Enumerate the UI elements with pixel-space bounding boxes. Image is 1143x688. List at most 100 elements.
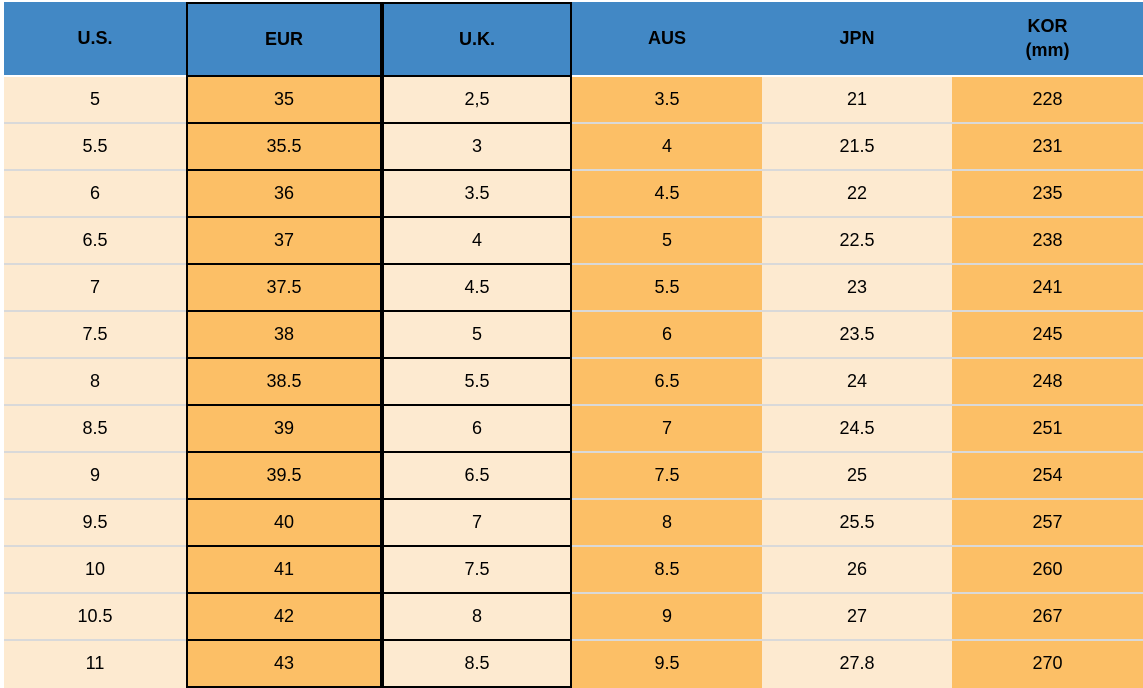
size-conversion-table: U.S. EUR U.K. AUS JPN KOR (mm) 5 35 2,5 3.5… xyxy=(4,2,1143,688)
table-cell: 40 xyxy=(186,500,382,547)
table-row: 11 43 8.5 9.5 27.8 270 xyxy=(4,641,1143,688)
table-cell: 9.5 xyxy=(572,641,762,688)
table-cell: 241 xyxy=(952,265,1143,312)
table-row: 6 36 3.5 4.5 22 235 xyxy=(4,171,1143,218)
table-cell: 235 xyxy=(952,171,1143,218)
table-cell: 7.5 xyxy=(4,312,186,359)
table-cell: 25.5 xyxy=(762,500,952,547)
table-row: 7 37.5 4.5 5.5 23 241 xyxy=(4,265,1143,312)
table-cell: 6 xyxy=(572,312,762,359)
table-header: U.S. EUR U.K. AUS JPN KOR (mm) xyxy=(4,2,1143,77)
table-cell: 7.5 xyxy=(382,547,572,594)
table-row: 10.5 42 8 9 27 267 xyxy=(4,594,1143,641)
column-header-kor-label: KOR xyxy=(1027,16,1068,37)
table-cell: 254 xyxy=(952,453,1143,500)
table-cell: 4 xyxy=(572,124,762,171)
table-cell: 37.5 xyxy=(186,265,382,312)
column-header-aus: AUS xyxy=(572,2,762,77)
table-cell: 238 xyxy=(952,218,1143,265)
table-cell: 6 xyxy=(382,406,572,453)
table-cell: 6.5 xyxy=(572,359,762,406)
table-cell: 8.5 xyxy=(4,406,186,453)
header-row: U.S. EUR U.K. AUS JPN KOR (mm) xyxy=(4,2,1143,77)
table-row: 5.5 35.5 3 4 21.5 231 xyxy=(4,124,1143,171)
table-cell: 21 xyxy=(762,77,952,124)
column-header-eur: EUR xyxy=(186,2,382,77)
table-cell: 9 xyxy=(572,594,762,641)
table-cell: 9 xyxy=(4,453,186,500)
table-cell: 5 xyxy=(382,312,572,359)
table-row: 9.5 40 7 8 25.5 257 xyxy=(4,500,1143,547)
table-cell: 4.5 xyxy=(572,171,762,218)
table-row: 6.5 37 4 5 22.5 238 xyxy=(4,218,1143,265)
table-cell: 2,5 xyxy=(382,77,572,124)
table-cell: 6 xyxy=(4,171,186,218)
table-cell: 7.5 xyxy=(572,453,762,500)
table-row: 5 35 2,5 3.5 21 228 xyxy=(4,77,1143,124)
table-cell: 42 xyxy=(186,594,382,641)
table-cell: 11 xyxy=(4,641,186,688)
table-cell: 7 xyxy=(4,265,186,312)
table-cell: 5.5 xyxy=(572,265,762,312)
table-cell: 27.8 xyxy=(762,641,952,688)
table-cell: 5 xyxy=(572,218,762,265)
column-header-jpn: JPN xyxy=(762,2,952,77)
table-cell: 22.5 xyxy=(762,218,952,265)
column-header-kor-unit: (mm) xyxy=(1025,39,1070,60)
table-cell: 8.5 xyxy=(382,641,572,688)
table-cell: 4 xyxy=(382,218,572,265)
table-cell: 23.5 xyxy=(762,312,952,359)
table-cell: 27 xyxy=(762,594,952,641)
column-header-us: U.S. xyxy=(4,2,186,77)
table-row: 9 39.5 6.5 7.5 25 254 xyxy=(4,453,1143,500)
table-cell: 9.5 xyxy=(4,500,186,547)
table-cell: 248 xyxy=(952,359,1143,406)
table-row: 8.5 39 6 7 24.5 251 xyxy=(4,406,1143,453)
table-cell: 6.5 xyxy=(4,218,186,265)
table-cell: 270 xyxy=(952,641,1143,688)
table-cell: 5.5 xyxy=(4,124,186,171)
table-body: 5 35 2,5 3.5 21 228 5.5 35.5 3 4 21.5 231 6 36 3.5 4.5 2… xyxy=(4,77,1143,688)
table-cell: 8 xyxy=(4,359,186,406)
table-cell: 5.5 xyxy=(382,359,572,406)
table-cell: 41 xyxy=(186,547,382,594)
table-cell: 3.5 xyxy=(572,77,762,124)
table-cell: 25 xyxy=(762,453,952,500)
table-cell: 21.5 xyxy=(762,124,952,171)
table-cell: 3.5 xyxy=(382,171,572,218)
table-cell: 8 xyxy=(382,594,572,641)
table-cell: 37 xyxy=(186,218,382,265)
column-header-kor: KOR (mm) xyxy=(952,2,1143,77)
table-cell: 228 xyxy=(952,77,1143,124)
column-header-uk: U.K. xyxy=(382,2,572,77)
table-cell: 39.5 xyxy=(186,453,382,500)
table-cell: 267 xyxy=(952,594,1143,641)
table-cell: 6.5 xyxy=(382,453,572,500)
table-cell: 26 xyxy=(762,547,952,594)
table-cell: 8.5 xyxy=(572,547,762,594)
table-cell: 8 xyxy=(572,500,762,547)
table-cell: 231 xyxy=(952,124,1143,171)
table-cell: 36 xyxy=(186,171,382,218)
table-cell: 4.5 xyxy=(382,265,572,312)
table-cell: 39 xyxy=(186,406,382,453)
table-cell: 10.5 xyxy=(4,594,186,641)
table-cell: 251 xyxy=(952,406,1143,453)
table-cell: 22 xyxy=(762,171,952,218)
table-cell: 245 xyxy=(952,312,1143,359)
table-cell: 10 xyxy=(4,547,186,594)
table-cell: 43 xyxy=(186,641,382,688)
table-cell: 260 xyxy=(952,547,1143,594)
table-row: 7.5 38 5 6 23.5 245 xyxy=(4,312,1143,359)
table-cell: 5 xyxy=(4,77,186,124)
table-cell: 38.5 xyxy=(186,359,382,406)
table-cell: 7 xyxy=(382,500,572,547)
table-row: 10 41 7.5 8.5 26 260 xyxy=(4,547,1143,594)
table-cell: 3 xyxy=(382,124,572,171)
table-cell: 35 xyxy=(186,77,382,124)
table-cell: 23 xyxy=(762,265,952,312)
table-row: 8 38.5 5.5 6.5 24 248 xyxy=(4,359,1143,406)
table-cell: 38 xyxy=(186,312,382,359)
table-cell: 35.5 xyxy=(186,124,382,171)
